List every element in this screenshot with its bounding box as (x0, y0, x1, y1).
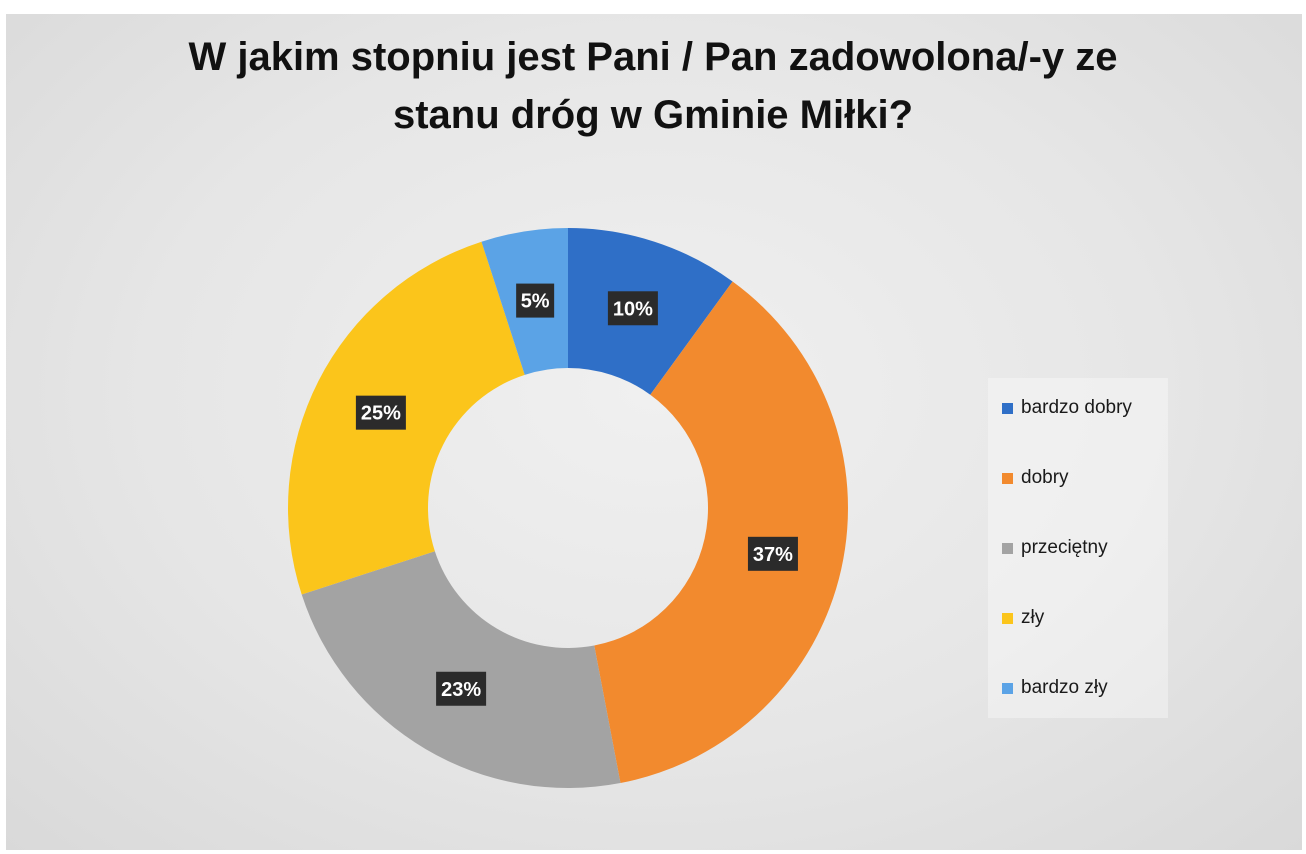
legend-swatch (1002, 472, 1013, 484)
legend-swatch (1002, 542, 1013, 554)
chart-title-line-1: W jakim stopniu jest Pani / Pan zadowolo… (188, 35, 1118, 79)
slice-dobry (594, 281, 848, 784)
legend-label: bardzo dobry (1021, 397, 1132, 418)
data-label: 10% (607, 291, 658, 326)
data-label-box (355, 395, 406, 430)
legend-swatch (1002, 612, 1013, 624)
data-label-text: 25% (361, 403, 401, 425)
slice-przeciętny (301, 551, 621, 788)
data-label-text: 5% (521, 291, 550, 313)
legend-item-zły: zły (1002, 606, 1044, 630)
legend: bardzo dobry dobry przeciętny zły bardzo zły (988, 378, 1168, 718)
data-label-text: 23% (441, 679, 481, 701)
slice-zły (287, 241, 525, 595)
data-label-box (436, 671, 487, 706)
data-label-box (747, 536, 798, 571)
chart-title: W jakim stopniu jest Pani / Pan zadowolo… (0, 28, 1306, 144)
data-label: 5% (516, 283, 555, 318)
data-label: 23% (436, 671, 487, 706)
chart-title-line-2: stanu dróg w Gminie Miłki? (392, 93, 914, 137)
legend-label: zły (1021, 607, 1045, 628)
legend-swatch (1002, 402, 1013, 414)
legend-item-bardzo-dobry: bardzo dobry (1002, 396, 1132, 420)
data-label-text: 37% (753, 544, 793, 566)
legend-label: bardzo zły (1021, 677, 1108, 698)
legend-label: przeciętny (1021, 537, 1108, 558)
data-label: 37% (747, 536, 798, 571)
legend-item-dobry: dobry (1002, 466, 1069, 490)
legend-label: dobry (1021, 467, 1069, 488)
donut-slices (287, 228, 848, 788)
data-label-box (516, 283, 555, 318)
legend-swatch (1002, 682, 1013, 694)
legend-item-przeciętny: przeciętny (1002, 536, 1108, 560)
data-labels: 10% 37% 23% 25% 5% (355, 283, 798, 706)
legend-item-bardzo-zły: bardzo zły (1002, 676, 1108, 700)
data-label-text: 10% (613, 298, 653, 320)
data-label-box (607, 291, 658, 326)
data-label: 25% (355, 395, 406, 430)
